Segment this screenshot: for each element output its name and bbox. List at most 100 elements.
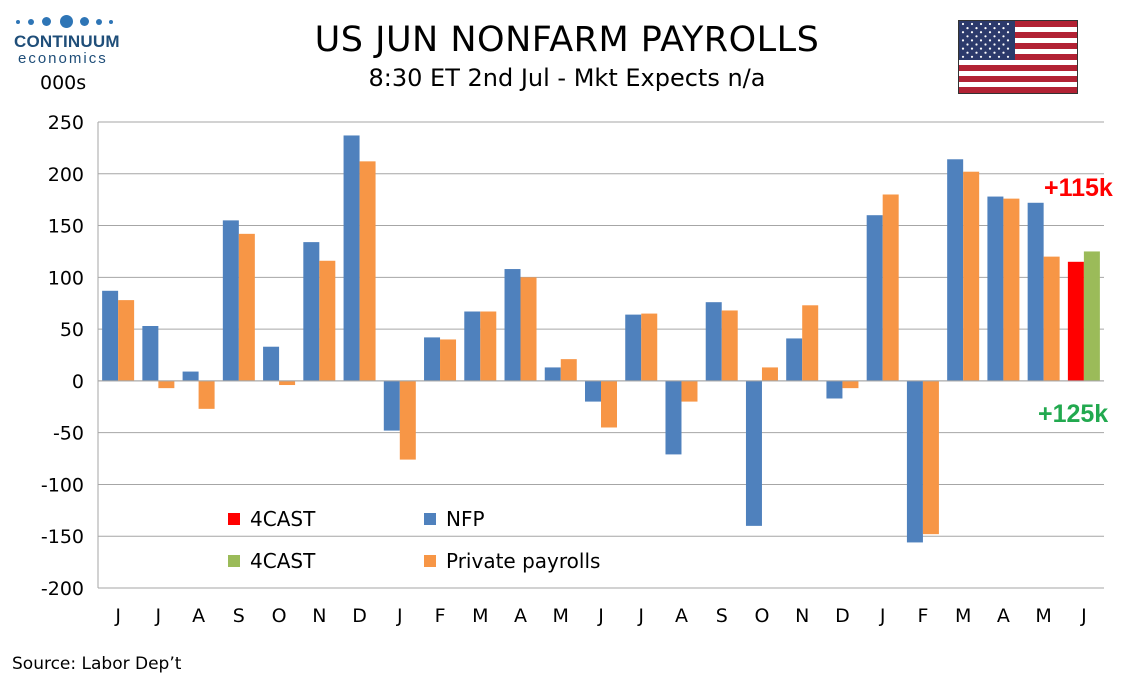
y-tick-label: 150 xyxy=(48,216,84,238)
x-tick-label: J xyxy=(155,605,162,627)
bar-nfp xyxy=(424,337,441,381)
x-tick-label: A xyxy=(514,605,527,627)
continuum-logo: CONTINUUM economics xyxy=(14,14,134,66)
bar-private-payrolls xyxy=(1043,256,1060,381)
bar-nfp xyxy=(222,220,239,381)
bar-nfp xyxy=(665,380,682,455)
bar-private-payrolls xyxy=(359,161,376,381)
bar-private-payrolls xyxy=(118,300,135,381)
bar-nfp xyxy=(906,380,923,543)
flag-stripe xyxy=(959,76,1077,82)
bar-private-payrolls xyxy=(440,339,457,381)
legend-entry: NFP xyxy=(424,507,485,531)
us-flag-icon xyxy=(958,20,1078,94)
legend-entry: 4CAST xyxy=(228,507,315,531)
bar-private-payrolls xyxy=(1003,198,1020,381)
x-tick-label: S xyxy=(233,605,245,627)
x-tick-label: A xyxy=(675,605,688,627)
x-tick-label: O xyxy=(272,605,287,627)
bar-nfp xyxy=(504,269,521,381)
flag-canton xyxy=(959,21,1015,60)
bar-nfp xyxy=(1027,202,1044,381)
bar-nfp xyxy=(745,380,762,526)
flag-stripe xyxy=(959,59,1077,66)
flag-stripe xyxy=(959,87,1077,93)
flag-stripe xyxy=(959,43,1077,49)
bar-nfp xyxy=(383,380,400,431)
bar-nfp xyxy=(544,367,561,381)
bar-private-payrolls xyxy=(158,380,175,389)
bar-nfp xyxy=(625,314,642,381)
x-tick-label: M xyxy=(472,605,488,627)
bar-private-payrolls xyxy=(319,260,336,381)
bar-nfp xyxy=(866,215,883,381)
x-tick-label: F xyxy=(435,605,446,627)
bar-private-payrolls xyxy=(279,380,296,386)
flag-stripe xyxy=(959,26,1077,33)
bar-private-payrolls xyxy=(922,380,939,535)
bar-private-payrolls xyxy=(963,171,980,381)
flag-stripe xyxy=(959,54,1077,60)
legend-entry: 4CAST xyxy=(228,549,315,573)
flag-stripe xyxy=(959,37,1077,44)
flag-stripe xyxy=(959,32,1077,38)
bar-private-payrolls xyxy=(198,380,215,409)
bar-private-payrolls xyxy=(480,311,497,381)
legend-swatch xyxy=(228,555,240,567)
page-subtitle: 8:30 ET 2nd Jul - Mkt Expects n/a xyxy=(368,64,766,92)
bar-private-payrolls xyxy=(802,305,819,381)
units-label: 000s xyxy=(40,72,87,94)
legend-label: NFP xyxy=(446,507,485,531)
legend-entry: Private payrolls xyxy=(424,549,600,573)
x-tick-label: J xyxy=(637,605,644,627)
flag-stripe xyxy=(959,65,1077,71)
bar-nfp xyxy=(786,338,803,381)
bar-nfp xyxy=(142,326,159,381)
y-tick-label: -200 xyxy=(41,578,84,600)
y-tick-label: 0 xyxy=(72,371,84,393)
legend-label: 4CAST xyxy=(250,507,316,531)
y-tick-label: 200 xyxy=(48,164,84,186)
bar-nfp xyxy=(102,290,119,381)
bar-private-payrolls xyxy=(681,380,698,402)
logo-dots xyxy=(14,14,134,30)
bar-private-payrolls xyxy=(842,380,859,389)
x-tick-label: S xyxy=(716,605,728,627)
bar-nfp xyxy=(826,380,843,399)
bar-private-payrolls xyxy=(399,380,416,460)
x-tick-label: J xyxy=(396,605,403,627)
bar-private-payrolls xyxy=(882,194,899,381)
y-tick-label: -150 xyxy=(41,526,84,548)
bar-private-payrolls xyxy=(721,310,738,381)
x-tick-label: A xyxy=(192,605,205,627)
payrolls-bar-chart: 250 200 150 100 50 0 -50 -100 -150 -200 J J A S O N D J F M… xyxy=(41,112,1104,627)
bar-nfp xyxy=(987,196,1004,381)
flag-stripe xyxy=(959,21,1077,27)
forecast-red-annotation: +115k xyxy=(1044,174,1113,202)
x-tick-label: F xyxy=(917,605,928,627)
flag-stripe xyxy=(959,70,1077,77)
x-tick-label: D xyxy=(835,605,850,627)
legend-label: 4CAST xyxy=(250,549,316,573)
y-tick-label: 250 xyxy=(48,112,84,134)
bar-private-payrolls xyxy=(601,380,617,428)
legend-swatch xyxy=(424,555,436,567)
bar-private-payrolls xyxy=(520,277,537,381)
x-tick-label: J xyxy=(1080,605,1087,627)
y-tick-label: 50 xyxy=(60,319,84,341)
forecast-green-annotation: +125k xyxy=(1038,400,1109,428)
x-tick-label: J xyxy=(879,605,886,627)
bar-nfp xyxy=(263,346,280,381)
x-tick-label: N xyxy=(312,605,326,627)
legend-swatch xyxy=(424,513,436,525)
x-tick-label: M xyxy=(1035,605,1051,627)
bar-nfp xyxy=(182,371,199,381)
legend-swatch xyxy=(228,513,240,525)
bar-private-payrolls xyxy=(641,313,658,381)
bar-nfp xyxy=(303,242,320,381)
bar-private-payrolls xyxy=(761,367,778,381)
x-tick-label: J xyxy=(114,605,121,627)
x-tick-label: O xyxy=(754,605,769,627)
x-tick-label: J xyxy=(597,605,604,627)
logo-subtitle: economics xyxy=(18,50,108,67)
